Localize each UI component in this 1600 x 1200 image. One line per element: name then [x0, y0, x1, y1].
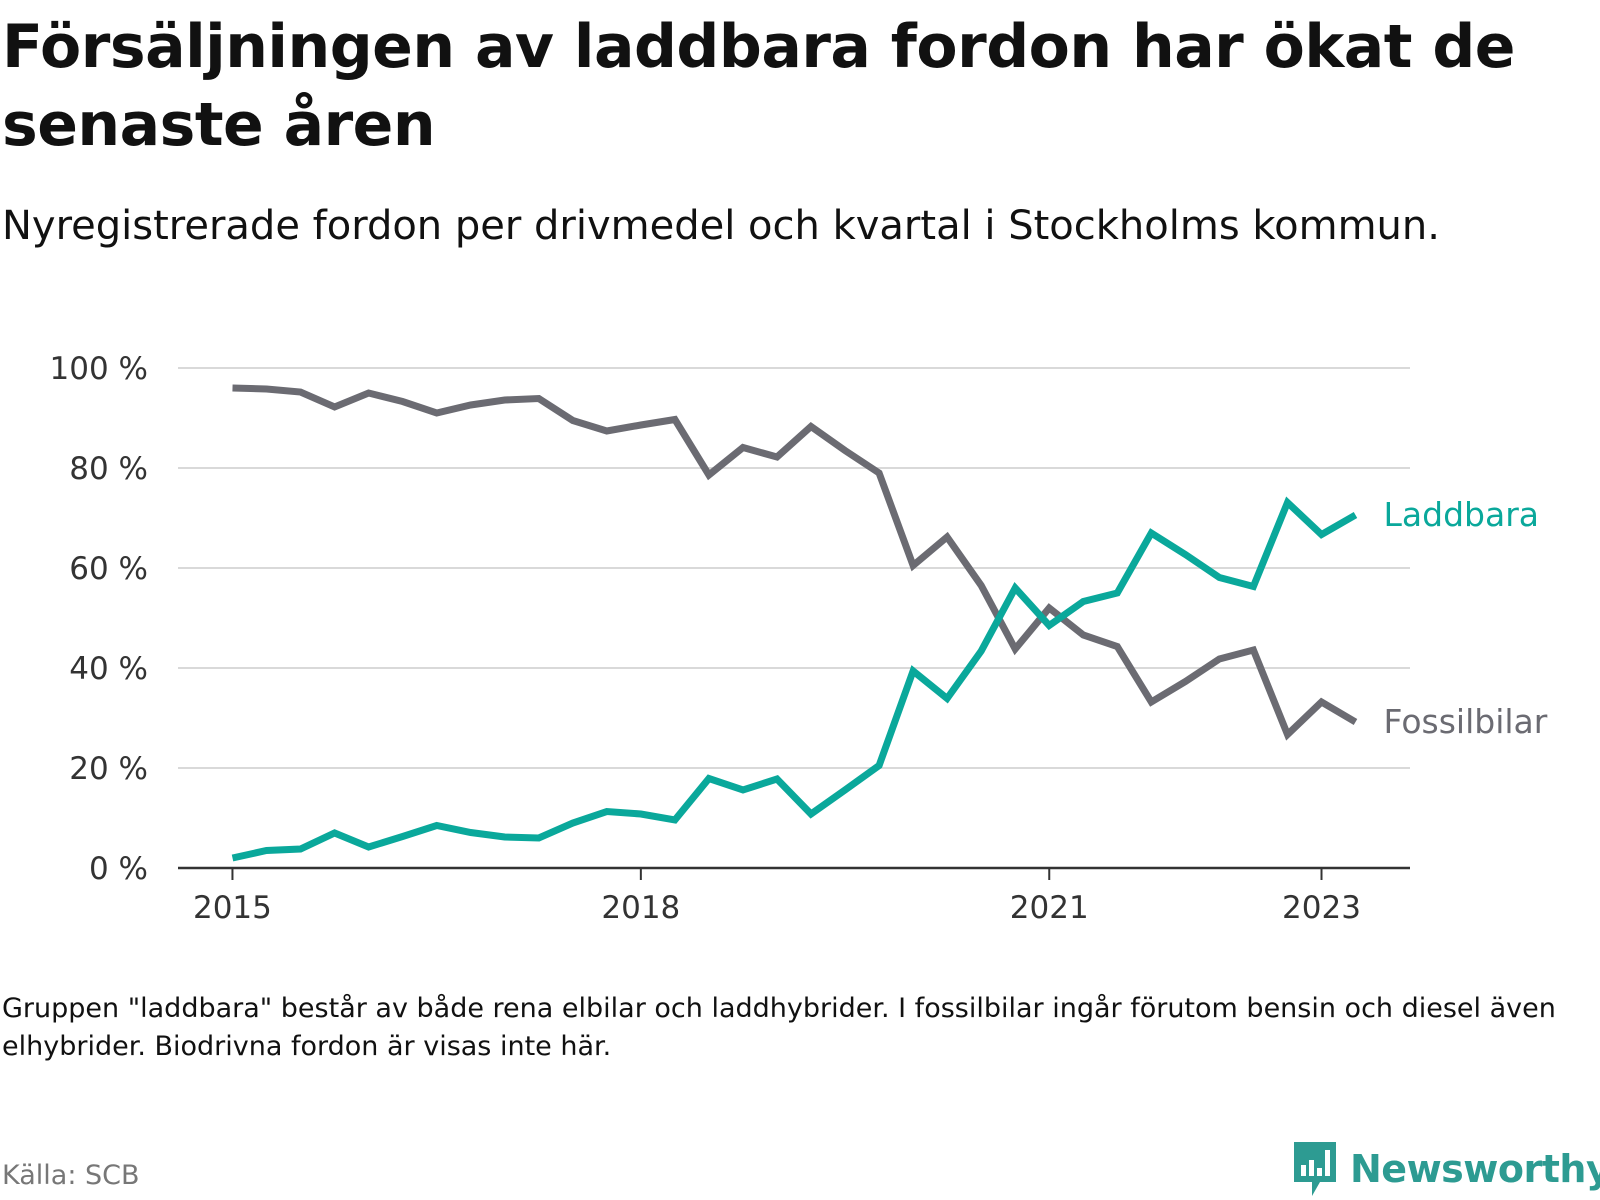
newsworthy-logo-text: Newsworthy — [1350, 1147, 1600, 1191]
series-lines — [231, 384, 1358, 862]
x-tick-label: 2018 — [601, 890, 680, 926]
series-label-fossilbilar: Fossilbilar — [1384, 702, 1548, 741]
chart-note: Gruppen "laddbara" består av både rena e… — [2, 993, 1556, 1062]
x-tick-label: 2021 — [1010, 890, 1089, 926]
y-tick-label: 60 % — [69, 551, 148, 587]
y-tick-label: 80 % — [69, 451, 148, 487]
chart-title: Försäljningen av laddbara fordon har öka… — [2, 12, 1515, 160]
series-labels: Fossilbilar Laddbara — [1384, 495, 1548, 741]
grid-lines — [178, 367, 1410, 769]
line-chart: 0 % 20 % 40 % 60 % 80 % 100 % 2015 2018 2021 202… — [50, 351, 1548, 926]
y-tick-label: 0 % — [89, 851, 148, 887]
y-tick-label: 100 % — [50, 351, 148, 387]
x-axis: 2015 2018 2021 2023 — [178, 866, 1410, 926]
x-tick-label: 2023 — [1282, 890, 1361, 926]
newsworthy-logo-icon — [1294, 1142, 1336, 1196]
source-label: Källa: SCB — [2, 1160, 140, 1191]
x-tick-label: 2015 — [193, 890, 272, 926]
series-line-fossilbilar — [232, 384, 1358, 741]
y-axis: 0 % 20 % 40 % 60 % 80 % 100 % — [50, 351, 148, 887]
series-line-laddbara — [231, 496, 1358, 862]
y-tick-label: 40 % — [69, 651, 148, 687]
newsworthy-logo: Newsworthy — [1290, 1138, 1600, 1200]
y-tick-label: 20 % — [69, 751, 148, 787]
series-label-laddbara: Laddbara — [1384, 495, 1539, 534]
chart-subtitle: Nyregistrerade fordon per drivmedel och … — [2, 203, 1440, 249]
